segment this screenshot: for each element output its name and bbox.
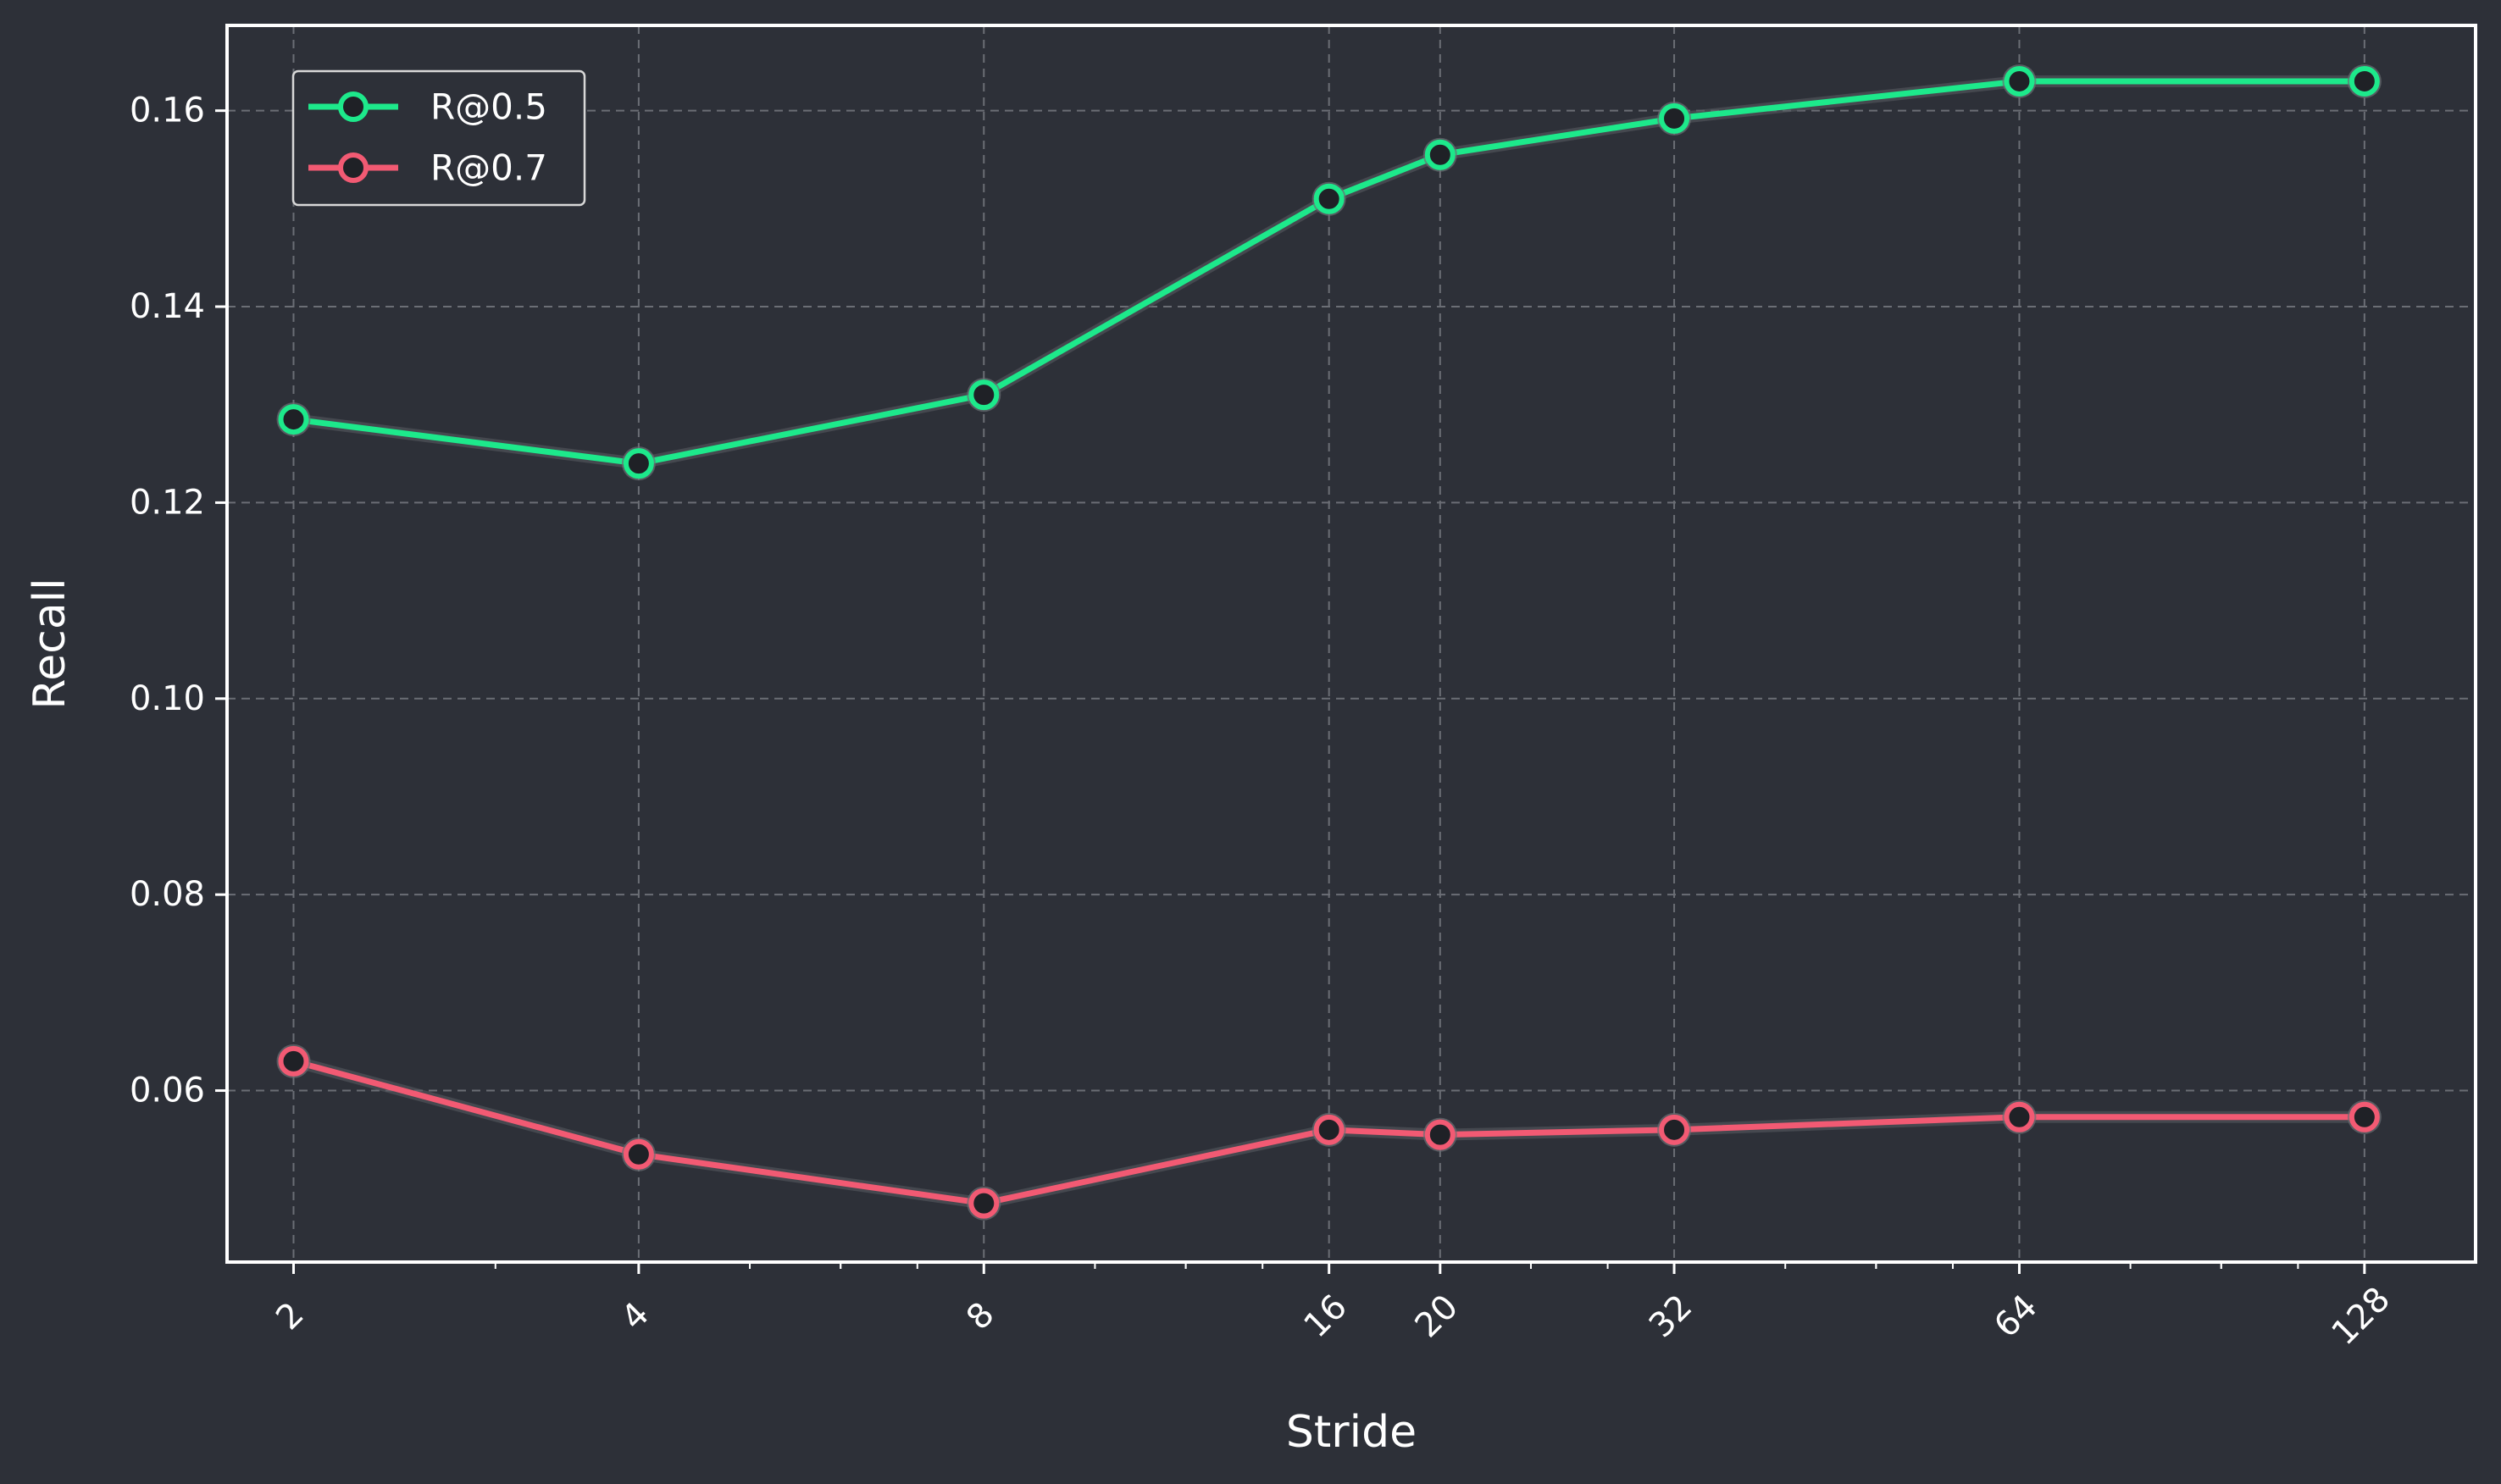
x-axis-title: Stride: [1286, 1407, 1417, 1458]
data-point: [1313, 183, 1345, 214]
data-point: [1424, 1119, 1456, 1150]
y-axis: 0.06 0.08 0.10 0.12 0.14 0.16: [130, 91, 227, 1110]
data-point: [2348, 65, 2380, 97]
data-point: [968, 379, 1000, 411]
y-tick-label: 0.14: [130, 287, 205, 326]
y-tick-label: 0.06: [130, 1071, 205, 1110]
data-point: [1424, 139, 1456, 170]
data-point: [968, 1188, 1000, 1219]
data-point: [1659, 1114, 1690, 1145]
y-tick-label: 0.08: [130, 875, 205, 914]
legend-label: R@0.7: [430, 147, 547, 189]
legend-label: R@0.5: [430, 86, 547, 128]
data-point: [2004, 1101, 2035, 1132]
legend-item-1: R@0.5: [308, 86, 547, 128]
y-axis-title: Recall: [25, 578, 75, 709]
legend-marker: [338, 152, 369, 183]
data-point: [623, 1138, 654, 1170]
series-1: [276, 64, 2382, 481]
legend-item-2: R@0.7: [308, 147, 547, 189]
series-line: [290, 78, 2368, 467]
data-series: [276, 64, 2382, 1221]
legend: R@0.5 R@0.7: [291, 69, 586, 207]
data-point: [1313, 1114, 1345, 1145]
y-tick-label: 0.12: [130, 483, 205, 522]
y-tick-label: 0.10: [130, 679, 205, 718]
data-point: [278, 1045, 309, 1077]
plot-frame: [225, 24, 2477, 1264]
series-2: [276, 1044, 2382, 1221]
data-point: [278, 404, 309, 435]
legend-marker: [338, 91, 369, 122]
series-line: [290, 1058, 2368, 1207]
data-point: [623, 448, 654, 479]
data-point: [2348, 1101, 2380, 1132]
grid-lines: [227, 25, 2476, 1262]
data-point: [1659, 102, 1690, 134]
data-point: [2004, 65, 2035, 97]
y-tick-label: 0.16: [130, 91, 205, 130]
